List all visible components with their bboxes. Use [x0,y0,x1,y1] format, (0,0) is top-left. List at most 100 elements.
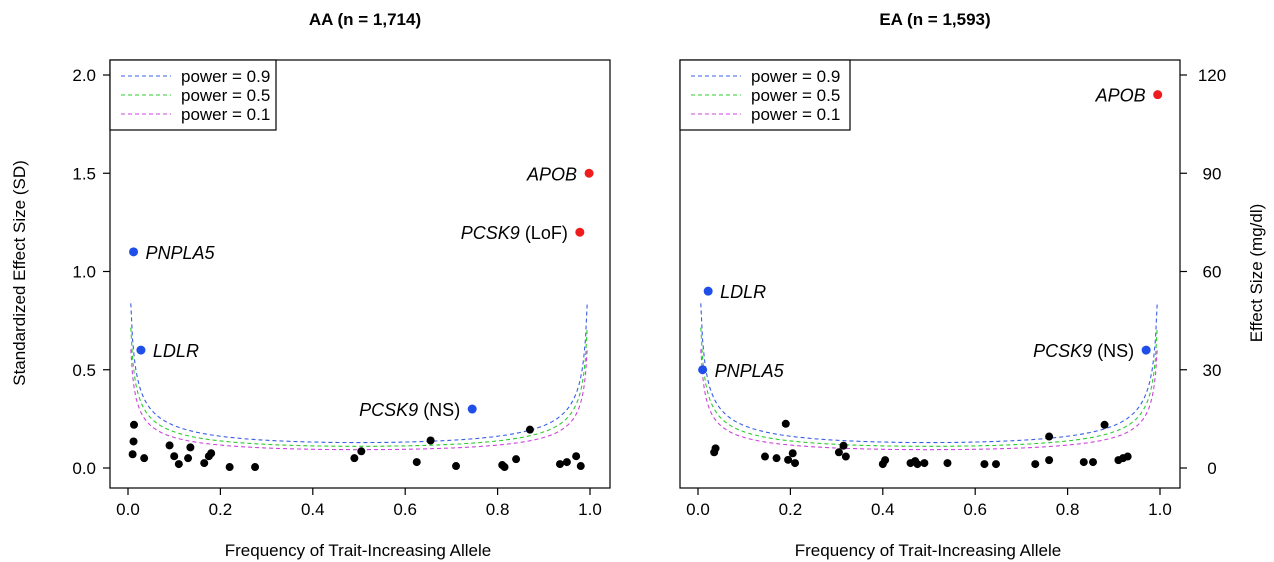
data-point [1031,460,1040,469]
data-point [500,463,509,472]
point-apob [1153,90,1163,100]
data-point [834,448,843,457]
y-tick-label: 0.5 [72,361,96,380]
y-tick-label: 30 [1203,361,1222,380]
data-point [711,444,720,453]
point-label-pcsk9: PCSK9 (NS) [359,400,460,420]
data-point [174,460,183,469]
gene-name: LDLR [720,282,766,302]
data-point [772,454,781,463]
panel-ea: EA (n = 1,593) Effect Size (mg/dl) Frequ… [679,10,1266,560]
data-point [791,459,800,468]
x-axis-label-aa: Frequency of Trait-Increasing Allele [225,541,491,560]
x-axis-ticks-ea: 0.0 0.2 0.4 0.6 0.8 1.0 [686,488,1172,519]
y-tick-label: 2.0 [72,66,96,85]
power-curves-ea [700,303,1158,451]
data-point [1089,458,1098,467]
gene-name: PNPLA5 [146,243,216,263]
data-point [426,436,435,445]
y-axis-ticks-aa: 0.0 0.5 1.0 1.5 2.0 [72,66,110,478]
point-ldlr [703,286,713,296]
data-point [452,462,461,471]
y-tick-label: 0 [1207,459,1216,478]
legend-label-ea-2: power = 0.1 [751,105,840,124]
legend-label-aa-2: power = 0.1 [181,105,270,124]
x-tick-label: 0.6 [393,500,417,519]
point-label-pcsk9: PCSK9 (NS) [1033,341,1134,361]
chart-title-aa: AA (n = 1,714) [309,10,421,29]
point-label-pcsk9: PCSK9 (LoF) [461,223,568,243]
y-tick-label: 120 [1198,66,1226,85]
power-curve-2 [700,349,1158,451]
y-tick-label: 90 [1203,164,1222,183]
power-curve-0 [700,303,1158,444]
point-pcsk9 [575,227,585,237]
gene-name: APOB [526,164,577,184]
data-point [839,441,848,450]
panel-aa: AA (n = 1,714) Standardized Effect Size … [10,10,611,560]
x-tick-label: 0.6 [963,500,987,519]
data-point [943,459,952,468]
labeled-points-ea: APOB LDLR PNPLA5 PCSK9 (NS) [698,86,1163,381]
x-tick-label: 0.0 [116,500,140,519]
point-pnpla5 [698,365,708,375]
data-point [170,452,179,461]
y-tick-label: 1.0 [72,263,96,282]
x-tick-label: 0.2 [209,500,233,519]
points-aa [128,420,585,472]
data-point [913,460,922,469]
data-point [525,425,534,434]
power-curves-aa [130,303,588,451]
data-point [512,455,521,464]
data-point [760,452,769,461]
point-label-apob: APOB [526,164,577,184]
x-axis-ticks-aa: 0.0 0.2 0.4 0.6 0.8 1.0 [116,488,602,519]
chart-title-ea: EA (n = 1,593) [879,10,990,29]
gene-name: LDLR [153,341,199,361]
data-point [140,454,149,463]
data-point [130,420,139,429]
data-point [1045,432,1054,441]
data-point [1123,452,1132,461]
x-tick-label: 1.0 [578,500,602,519]
point-label-pnpla5: PNPLA5 [715,361,785,381]
x-tick-label: 0.2 [779,500,803,519]
points-ea [710,419,1132,469]
gene-suffix: (NS) [418,400,460,420]
legend-label-ea-1: power = 0.5 [751,86,840,105]
gene-suffix: (LoF) [520,223,568,243]
data-point [555,460,564,469]
y-tick-label: 60 [1203,263,1222,282]
gene-name: PCSK9 [359,400,418,420]
data-point [980,460,989,469]
data-point [991,460,1000,469]
gene-suffix: (NS) [1092,341,1134,361]
point-apob [584,168,594,178]
legend-ea: power = 0.9 power = 0.5 power = 0.1 [679,59,851,131]
x-tick-label: 0.8 [1056,500,1080,519]
data-point [184,454,193,463]
data-point [350,454,359,463]
data-point [920,459,929,468]
data-point [200,459,209,468]
power-curve-0 [130,303,588,444]
data-point [186,443,195,452]
data-point [225,463,234,472]
plot-frame-aa [109,59,611,489]
data-point [251,463,260,472]
data-point [412,458,421,467]
point-label-ldlr: LDLR [720,282,766,302]
data-point [788,449,797,458]
legend-label-ea-0: power = 0.9 [751,67,840,86]
x-tick-label: 0.8 [486,500,510,519]
point-pcsk9 [1141,345,1151,355]
data-point [1079,458,1088,467]
gene-name: PCSK9 [461,223,520,243]
y-axis-label-ea: Effect Size (mg/dl) [1247,204,1266,343]
point-label-pnpla5: PNPLA5 [146,243,216,263]
power-curve-1 [700,327,1158,447]
data-point [165,441,174,450]
x-tick-label: 0.4 [301,500,325,519]
x-tick-label: 0.0 [686,500,710,519]
